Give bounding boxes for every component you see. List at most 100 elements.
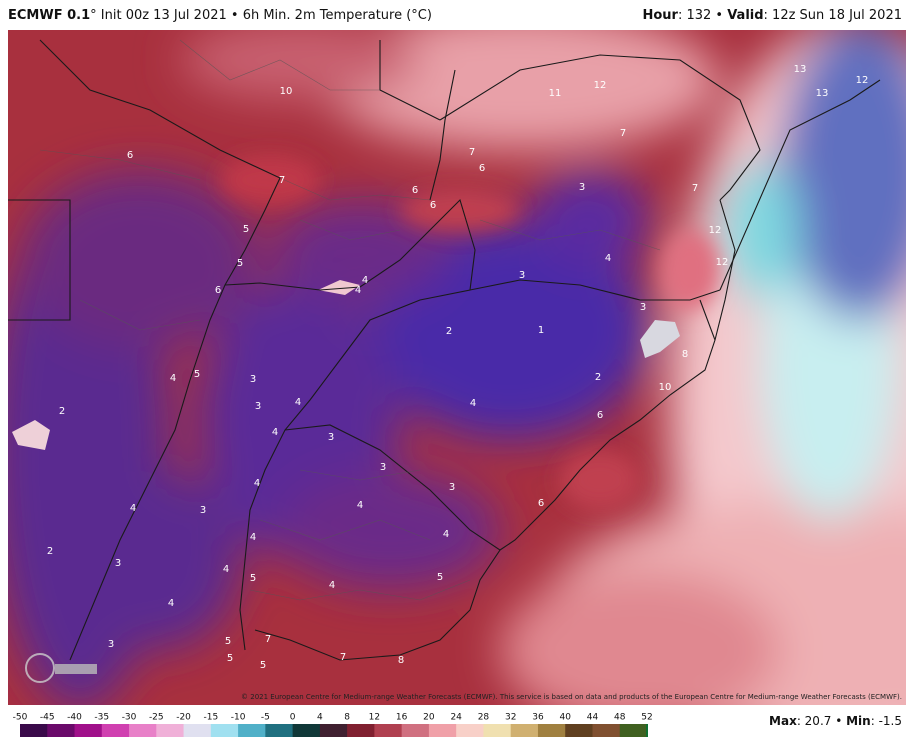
contour-label: 4 xyxy=(168,598,174,609)
colorbar-tick-label: -20 xyxy=(176,713,191,723)
colorbar-swatch xyxy=(456,724,484,737)
colorbar-tick-label: 16 xyxy=(396,713,408,723)
contour-label: 4 xyxy=(254,478,260,489)
contour-label: 3 xyxy=(328,432,334,443)
colorbar-tick-label: 36 xyxy=(532,713,544,723)
colorbar-swatch xyxy=(183,724,212,737)
colorbar-tick-label: -50 xyxy=(13,713,28,723)
contour-label: 5 xyxy=(227,653,233,664)
contour-label: 3 xyxy=(579,182,585,193)
colorbar-swatch xyxy=(592,724,621,737)
contour-label: 7 xyxy=(279,175,285,186)
model-name: ECMWF 0.1 xyxy=(8,8,91,23)
header-right: Hour: 132 • Valid: 12z Sun 18 Jul 2021 xyxy=(642,8,902,23)
colorbar-swatch xyxy=(156,724,185,737)
contour-label: 12 xyxy=(856,75,869,86)
contour-label: 2 xyxy=(47,546,53,557)
colorbar-tick-label: -35 xyxy=(94,713,109,723)
colorbar-swatch xyxy=(265,724,294,737)
contour-label: 3 xyxy=(250,374,256,385)
contour-label: 4 xyxy=(357,500,363,511)
contour-label: 5 xyxy=(243,224,249,235)
max-label: Max xyxy=(769,714,797,728)
colorbar-swatch xyxy=(292,724,321,737)
contour-label: 1 xyxy=(538,325,544,336)
contour-label: 3 xyxy=(519,270,525,281)
contour-label: 2 xyxy=(595,372,601,383)
colorbar-tick-label: 40 xyxy=(559,713,571,723)
contour-label: 12 xyxy=(709,225,722,236)
contour-label: 5 xyxy=(250,573,256,584)
contour-label: 4 xyxy=(329,580,335,591)
colorbar-tick-label: -40 xyxy=(67,713,82,723)
contour-label: 7 xyxy=(469,147,475,158)
contour-label: 4 xyxy=(470,398,476,409)
colorbar-tick-label: 32 xyxy=(505,713,516,723)
valid-label: Valid xyxy=(727,8,764,23)
contour-label: 4 xyxy=(295,397,301,408)
colorbar-tick-label: 48 xyxy=(614,713,626,723)
colorbar-swatch xyxy=(210,724,239,737)
contour-label: 2 xyxy=(59,406,65,417)
contour-label: 11 xyxy=(549,88,562,99)
contour-label: 6 xyxy=(127,150,133,161)
contour-label: 10 xyxy=(280,86,293,97)
copyright: © 2021 European Centre for Medium-range … xyxy=(241,693,902,701)
contour-label: 7 xyxy=(692,183,698,194)
colorbar-tick-label: -30 xyxy=(122,713,137,723)
colorbar-swatch xyxy=(401,724,430,737)
contour-label: 5 xyxy=(237,258,243,269)
colorbar-tick-label: 52 xyxy=(641,713,652,723)
colorbar-swatch xyxy=(319,724,348,737)
colorbar-tick-label: 44 xyxy=(587,713,599,723)
contour-label: 3 xyxy=(200,505,206,516)
contour-label: 4 xyxy=(130,503,136,514)
colorbar-swatch xyxy=(565,724,593,737)
logo xyxy=(25,653,97,683)
colorbar-swatch xyxy=(483,724,512,737)
contour-label: 4 xyxy=(355,285,361,296)
contour-label: 3 xyxy=(640,302,646,313)
contour-label: 3 xyxy=(380,462,386,473)
colorbar-swatch xyxy=(619,724,648,737)
contour-label: 12 xyxy=(716,257,729,268)
contour-label: 3 xyxy=(108,639,114,650)
colorbar-tick-label: -45 xyxy=(40,713,55,723)
colorbar-swatch xyxy=(20,724,48,737)
colorbar-swatch xyxy=(47,724,76,737)
colorbar-tick-label: -15 xyxy=(203,713,218,723)
contour-label: 5 xyxy=(260,660,266,671)
contour-label: 5 xyxy=(194,369,200,380)
contour-label: 4 xyxy=(250,532,256,543)
valid-value: : 12z Sun 18 Jul 2021 xyxy=(763,8,902,23)
contour-label: 6 xyxy=(597,410,603,421)
header-left: ECMWF 0.1° Init 00z 13 Jul 2021 • 6h Min… xyxy=(8,8,432,23)
hour-label: Hour xyxy=(642,8,678,23)
subdivisions xyxy=(39,39,661,601)
contour-label: 3 xyxy=(255,401,261,412)
hour-value: : 132 • xyxy=(677,8,728,23)
contour-label: 13 xyxy=(794,64,807,75)
run-info: ° Init 00z 13 Jul 2021 • 6h Min. 2m Temp… xyxy=(90,8,432,23)
contour-label: 2 xyxy=(446,326,452,337)
contour-label: 6 xyxy=(538,498,544,509)
colorbar-swatch xyxy=(374,724,403,737)
min-label: Min xyxy=(846,714,871,728)
max-value: : 20.7 • xyxy=(796,714,847,728)
colorbar-tick-label: 4 xyxy=(317,713,323,723)
contour-label: 5 xyxy=(437,572,443,583)
contour-label: 6 xyxy=(215,285,221,296)
contour-label: 8 xyxy=(398,655,404,666)
min-value: : -1.5 xyxy=(870,714,902,728)
colorbar: -50 -45 -40 -35 -30 -25 -20 -15 -10 -5 0 4 8 12 16 20 24… xyxy=(13,713,653,737)
colorbar-tick-label: 24 xyxy=(450,713,462,723)
contour-label: 3 xyxy=(115,558,121,569)
contour-label: 6 xyxy=(479,163,485,174)
contour-label: 4 xyxy=(170,373,176,384)
colorbar-swatch xyxy=(238,724,266,737)
contour-label: 7 xyxy=(620,128,626,139)
colorbar-swatch xyxy=(129,724,157,737)
